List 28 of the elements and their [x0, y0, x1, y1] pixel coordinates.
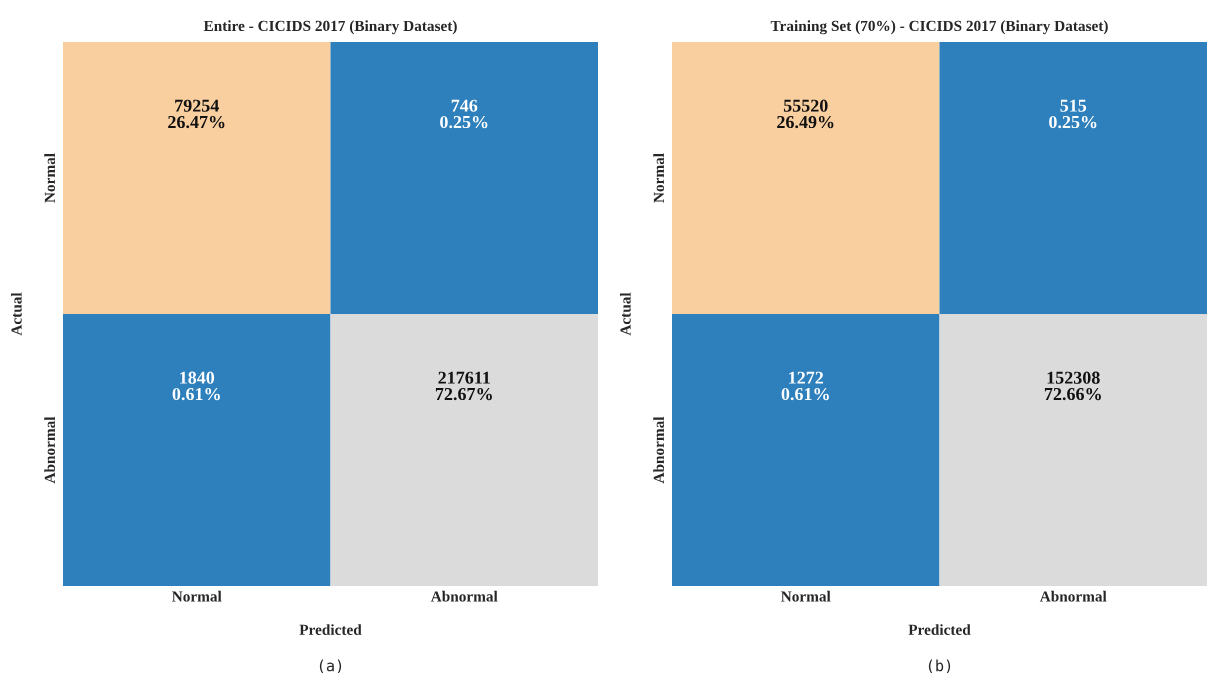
data-label: 217611 — [438, 371, 490, 384]
chart-title: Training Set (70%) - CICIDS 2017 (Binary Dataset) — [770, 20, 1108, 35]
annotation: 72.66% — [1044, 387, 1101, 401]
data-label: 746 — [451, 99, 478, 112]
annotation: 72.67% — [435, 387, 492, 401]
data-label: 1840 — [180, 371, 215, 384]
x-tick-label: Abnormal — [1039, 590, 1107, 602]
x-axis-title: Predicted — [299, 624, 362, 635]
x-tick-label: Normal — [781, 590, 831, 602]
y-axis-title: Actual — [10, 292, 22, 336]
annotation: 26.47% — [168, 115, 225, 129]
annotation: 0.25% — [440, 115, 488, 129]
x-tick-label: Normal — [172, 590, 222, 602]
text: (b) — [928, 659, 951, 673]
text: (a) — [319, 659, 342, 673]
data-label: 515 — [1060, 99, 1087, 112]
x-tick-label: Abnormal — [430, 590, 498, 602]
data-label: 152308 — [1047, 371, 1100, 384]
data-label: 55520 — [783, 99, 828, 112]
annotation: 0.25% — [1049, 115, 1097, 129]
annotation: 0.61% — [781, 387, 829, 401]
y-axis-title: Actual — [619, 292, 631, 336]
annotation: 26.49% — [777, 115, 834, 129]
x-axis-title: Predicted — [908, 624, 971, 635]
chart-title: Entire - CICIDS 2017 (Binary Dataset) — [203, 20, 457, 35]
data-label: 79254 — [175, 99, 219, 112]
data-label: 1272 — [789, 371, 824, 384]
annotation: 0.61% — [172, 387, 220, 401]
